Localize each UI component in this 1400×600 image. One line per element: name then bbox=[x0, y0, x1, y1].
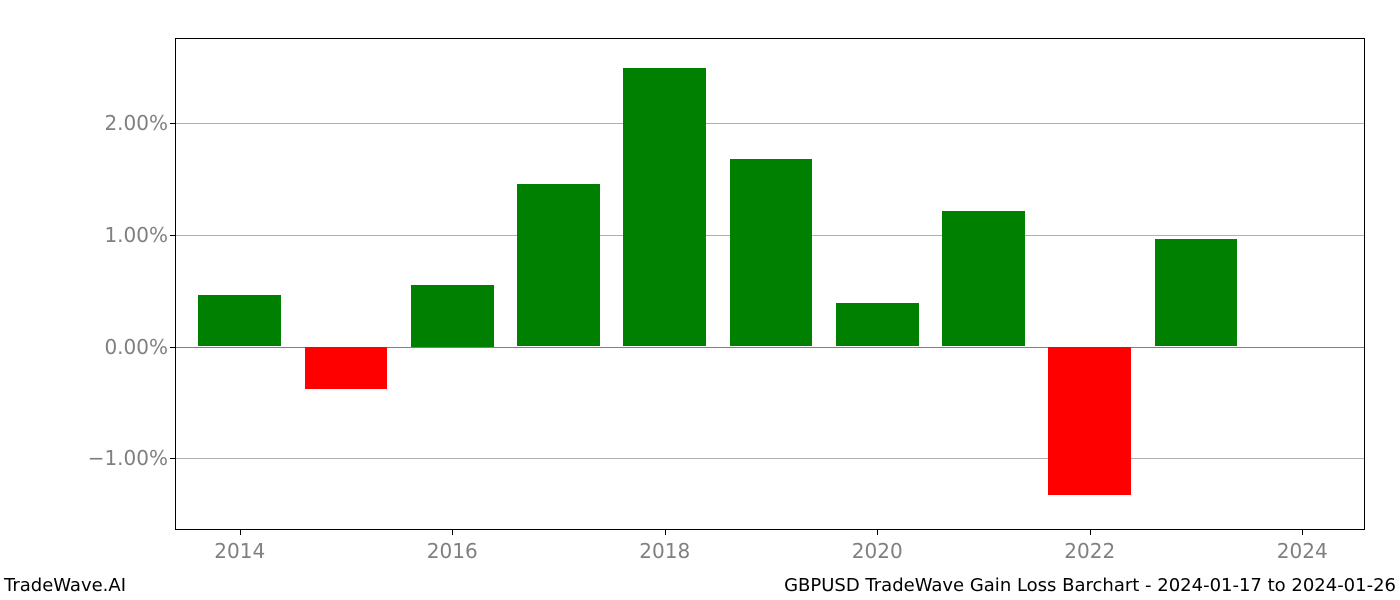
xtick-label: 2018 bbox=[639, 529, 690, 563]
ytick-label: 2.00% bbox=[104, 111, 176, 135]
bar bbox=[623, 68, 706, 346]
gridline bbox=[176, 458, 1364, 459]
bar bbox=[836, 303, 919, 347]
plot-area: −1.00%0.00%1.00%2.00%2014201620182020202… bbox=[175, 38, 1365, 530]
gridline bbox=[176, 123, 1364, 124]
xtick-label: 2022 bbox=[1064, 529, 1115, 563]
ytick-label: 0.00% bbox=[104, 335, 176, 359]
ytick-label: 1.00% bbox=[104, 223, 176, 247]
bar bbox=[517, 184, 600, 346]
bar bbox=[1155, 239, 1238, 346]
footer-left-text: TradeWave.AI bbox=[4, 575, 126, 596]
footer-right-text: GBPUSD TradeWave Gain Loss Barchart - 20… bbox=[784, 575, 1396, 596]
bar bbox=[411, 285, 494, 347]
chart-container: −1.00% 0.00% 1.00% 2.00% 2014 2016 2018 2020 202… bbox=[0, 0, 1400, 600]
xtick-label: 2014 bbox=[214, 529, 265, 563]
ytick-label: −1.00% bbox=[88, 446, 176, 470]
xtick-label: 2020 bbox=[852, 529, 903, 563]
bar bbox=[942, 211, 1025, 346]
bar bbox=[730, 159, 813, 347]
bar bbox=[305, 347, 388, 389]
bar bbox=[198, 295, 281, 346]
bar bbox=[1048, 347, 1131, 496]
xtick-label: 2016 bbox=[427, 529, 478, 563]
xtick-label: 2024 bbox=[1277, 529, 1328, 563]
